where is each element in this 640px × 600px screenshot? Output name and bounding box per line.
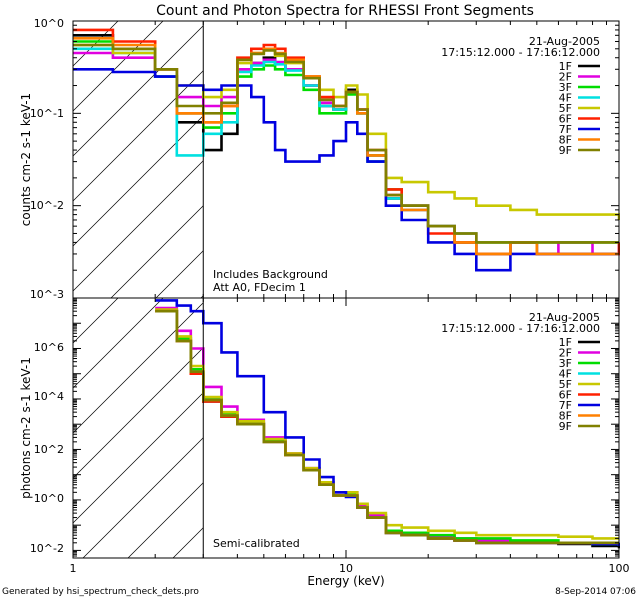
hatch-line xyxy=(73,115,204,247)
count-ylabel-text: counts cm-2 s-1 keV-1 xyxy=(19,93,33,226)
hatch-line xyxy=(73,25,204,157)
hatched-region-top xyxy=(73,21,204,298)
hatch-line xyxy=(73,21,164,112)
count-axis-ticks xyxy=(72,20,619,299)
y-tick-label: 10^4 xyxy=(34,390,64,403)
date-label: 21-Aug-2005 xyxy=(529,35,600,48)
time-range-label: 17:15:12.000 - 17:16:12.000 xyxy=(441,322,600,335)
legend-label: 8F xyxy=(559,410,572,423)
hatch-line xyxy=(73,70,204,202)
hatch-line xyxy=(73,347,204,479)
hatch-line xyxy=(127,482,204,558)
count-y-axis-label: counts cm-2 s-1 keV-1 xyxy=(19,93,33,226)
x-tick-label: 100 xyxy=(609,562,630,575)
count-spectra-panel: counts cm-2 s-1 keV-1 10^0 10^-1 10^-2 1… xyxy=(19,17,620,301)
photon-axis-ticks xyxy=(72,297,619,559)
legend-label: 6F xyxy=(559,113,572,126)
legend-label: 5F xyxy=(559,378,572,391)
y-tick-label: 10^-1 xyxy=(30,107,64,120)
legend-label: 3F xyxy=(559,81,572,94)
photon-series-group xyxy=(155,299,620,549)
y-tick-label: 10^-2 xyxy=(30,542,64,555)
legend-label: 4F xyxy=(559,368,572,381)
legend-label: 8F xyxy=(559,134,572,147)
hatch-line xyxy=(73,298,164,389)
footer-timestamp: 8-Sep-2014 07:06 xyxy=(555,587,636,597)
x-tick-label: 1 xyxy=(70,562,77,575)
y-tick-label: 10^0 xyxy=(34,492,64,505)
legend-label: 1F xyxy=(559,336,572,349)
x-tick-label: 10 xyxy=(339,562,353,575)
hatch-line xyxy=(110,205,204,298)
semi-calibrated-annotation: Semi-calibrated xyxy=(213,537,300,550)
figure-title: Count and Photon Spectra for RHESSI Fron… xyxy=(156,3,534,19)
hatch-line xyxy=(73,160,204,292)
legend-label: 1F xyxy=(559,60,572,73)
hatch-line xyxy=(82,437,204,558)
series-9f-line xyxy=(155,309,619,545)
y-tick-label: 10^-3 xyxy=(30,288,64,301)
legend-label: 9F xyxy=(559,420,572,433)
legend-label: 6F xyxy=(559,389,572,402)
footer-generated-by: Generated by hsi_spectrum_check_dets.pro xyxy=(2,587,199,597)
y-tick-label: 10^0 xyxy=(34,17,64,30)
photon-spectra-panel: photons cm-2 s-1 keV-1 10^6 10^4 10^2 10… xyxy=(19,297,620,559)
time-range-label: 17:15:12.000 - 17:16:12.000 xyxy=(441,46,600,59)
x-axis-label: Energy (keV) xyxy=(307,574,384,588)
legend-label: 7F xyxy=(559,123,572,136)
series-5f-line xyxy=(73,43,620,220)
hatch-line xyxy=(73,302,204,434)
legend-label: 2F xyxy=(559,71,572,84)
attenuator-annotation: Att A0, FDecim 1 xyxy=(213,281,306,294)
y-tick-label: 10^2 xyxy=(34,443,64,456)
legend-label: 5F xyxy=(559,102,572,115)
photon-y-axis-label: photons cm-2 s-1 keV-1 xyxy=(19,357,33,499)
background-annotation: Includes Background xyxy=(213,268,328,281)
legend-label: 2F xyxy=(559,347,572,360)
legend-label: 3F xyxy=(559,357,572,370)
date-label: 21-Aug-2005 xyxy=(529,311,600,324)
y-tick-label: 10^-2 xyxy=(30,199,64,212)
hatch-line xyxy=(155,250,204,298)
hatch-line xyxy=(73,392,204,524)
legend-label: 9F xyxy=(559,144,572,157)
y-tick-label: 10^6 xyxy=(34,341,64,354)
photon-ylabel-text: photons cm-2 s-1 keV-1 xyxy=(19,357,33,499)
legend-label: 4F xyxy=(559,92,572,105)
legend-label: 7F xyxy=(559,399,572,412)
